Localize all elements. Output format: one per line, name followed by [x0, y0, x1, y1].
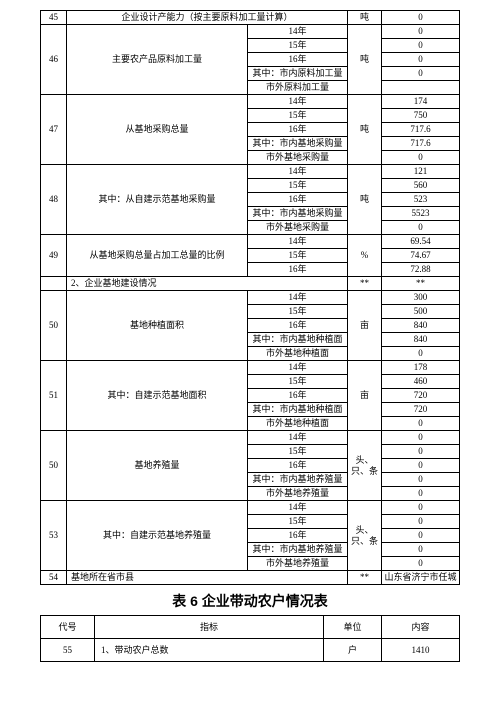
- row-unit: 吨: [348, 25, 382, 95]
- table-row: 53 其中：自建示范基地养殖量 14年 头、只、条 0: [41, 501, 460, 515]
- row-label: 主要农产品原料加工量: [67, 25, 248, 95]
- table-row: 50 基地养殖量 14年 头、只、条 0: [41, 431, 460, 445]
- table-row: 48 其中：从自建示范基地采购量 14年 吨 121: [41, 165, 460, 179]
- row-no: 46: [41, 25, 67, 95]
- table-row: 46 主要农产品原料加工量 14年 吨 0: [41, 25, 460, 39]
- row-unit: 吨: [348, 11, 382, 25]
- table6-title: 表 6 企业带动农户情况表: [40, 591, 460, 611]
- table6-header: 代号 指标 单位 内容: [41, 616, 460, 639]
- table6-row: 55 1、带动农户总数 户 1410: [41, 639, 460, 662]
- main-table: 45 企业设计产能力（按主要原料加工量计算） 吨 0 46 主要农产品原料加工量…: [40, 10, 460, 585]
- table-row: 45 企业设计产能力（按主要原料加工量计算） 吨 0: [41, 11, 460, 25]
- row-label: 企业设计产能力（按主要原料加工量计算）: [67, 11, 348, 25]
- section-row: 2、企业基地建设情况 ** **: [41, 277, 460, 291]
- table-row: 54 基地所在省市县 ** 山东省济宁市任城: [41, 571, 460, 585]
- table-row: 47 从基地采购总量 14年 吨 174: [41, 95, 460, 109]
- table-row: 49 从基地采购总量占加工总量的比例 14年 % 69.54: [41, 235, 460, 249]
- table6: 代号 指标 单位 内容 55 1、带动农户总数 户 1410: [40, 615, 460, 662]
- sub-year: 14年: [247, 25, 347, 39]
- table-row: 50 基地种植面积 14年 亩 300: [41, 291, 460, 305]
- row-no: 45: [41, 11, 67, 25]
- row-val: 0: [382, 25, 460, 39]
- table-row: 51 其中：自建示范基地面积 14年 亩 178: [41, 361, 460, 375]
- row-val: 0: [382, 11, 460, 25]
